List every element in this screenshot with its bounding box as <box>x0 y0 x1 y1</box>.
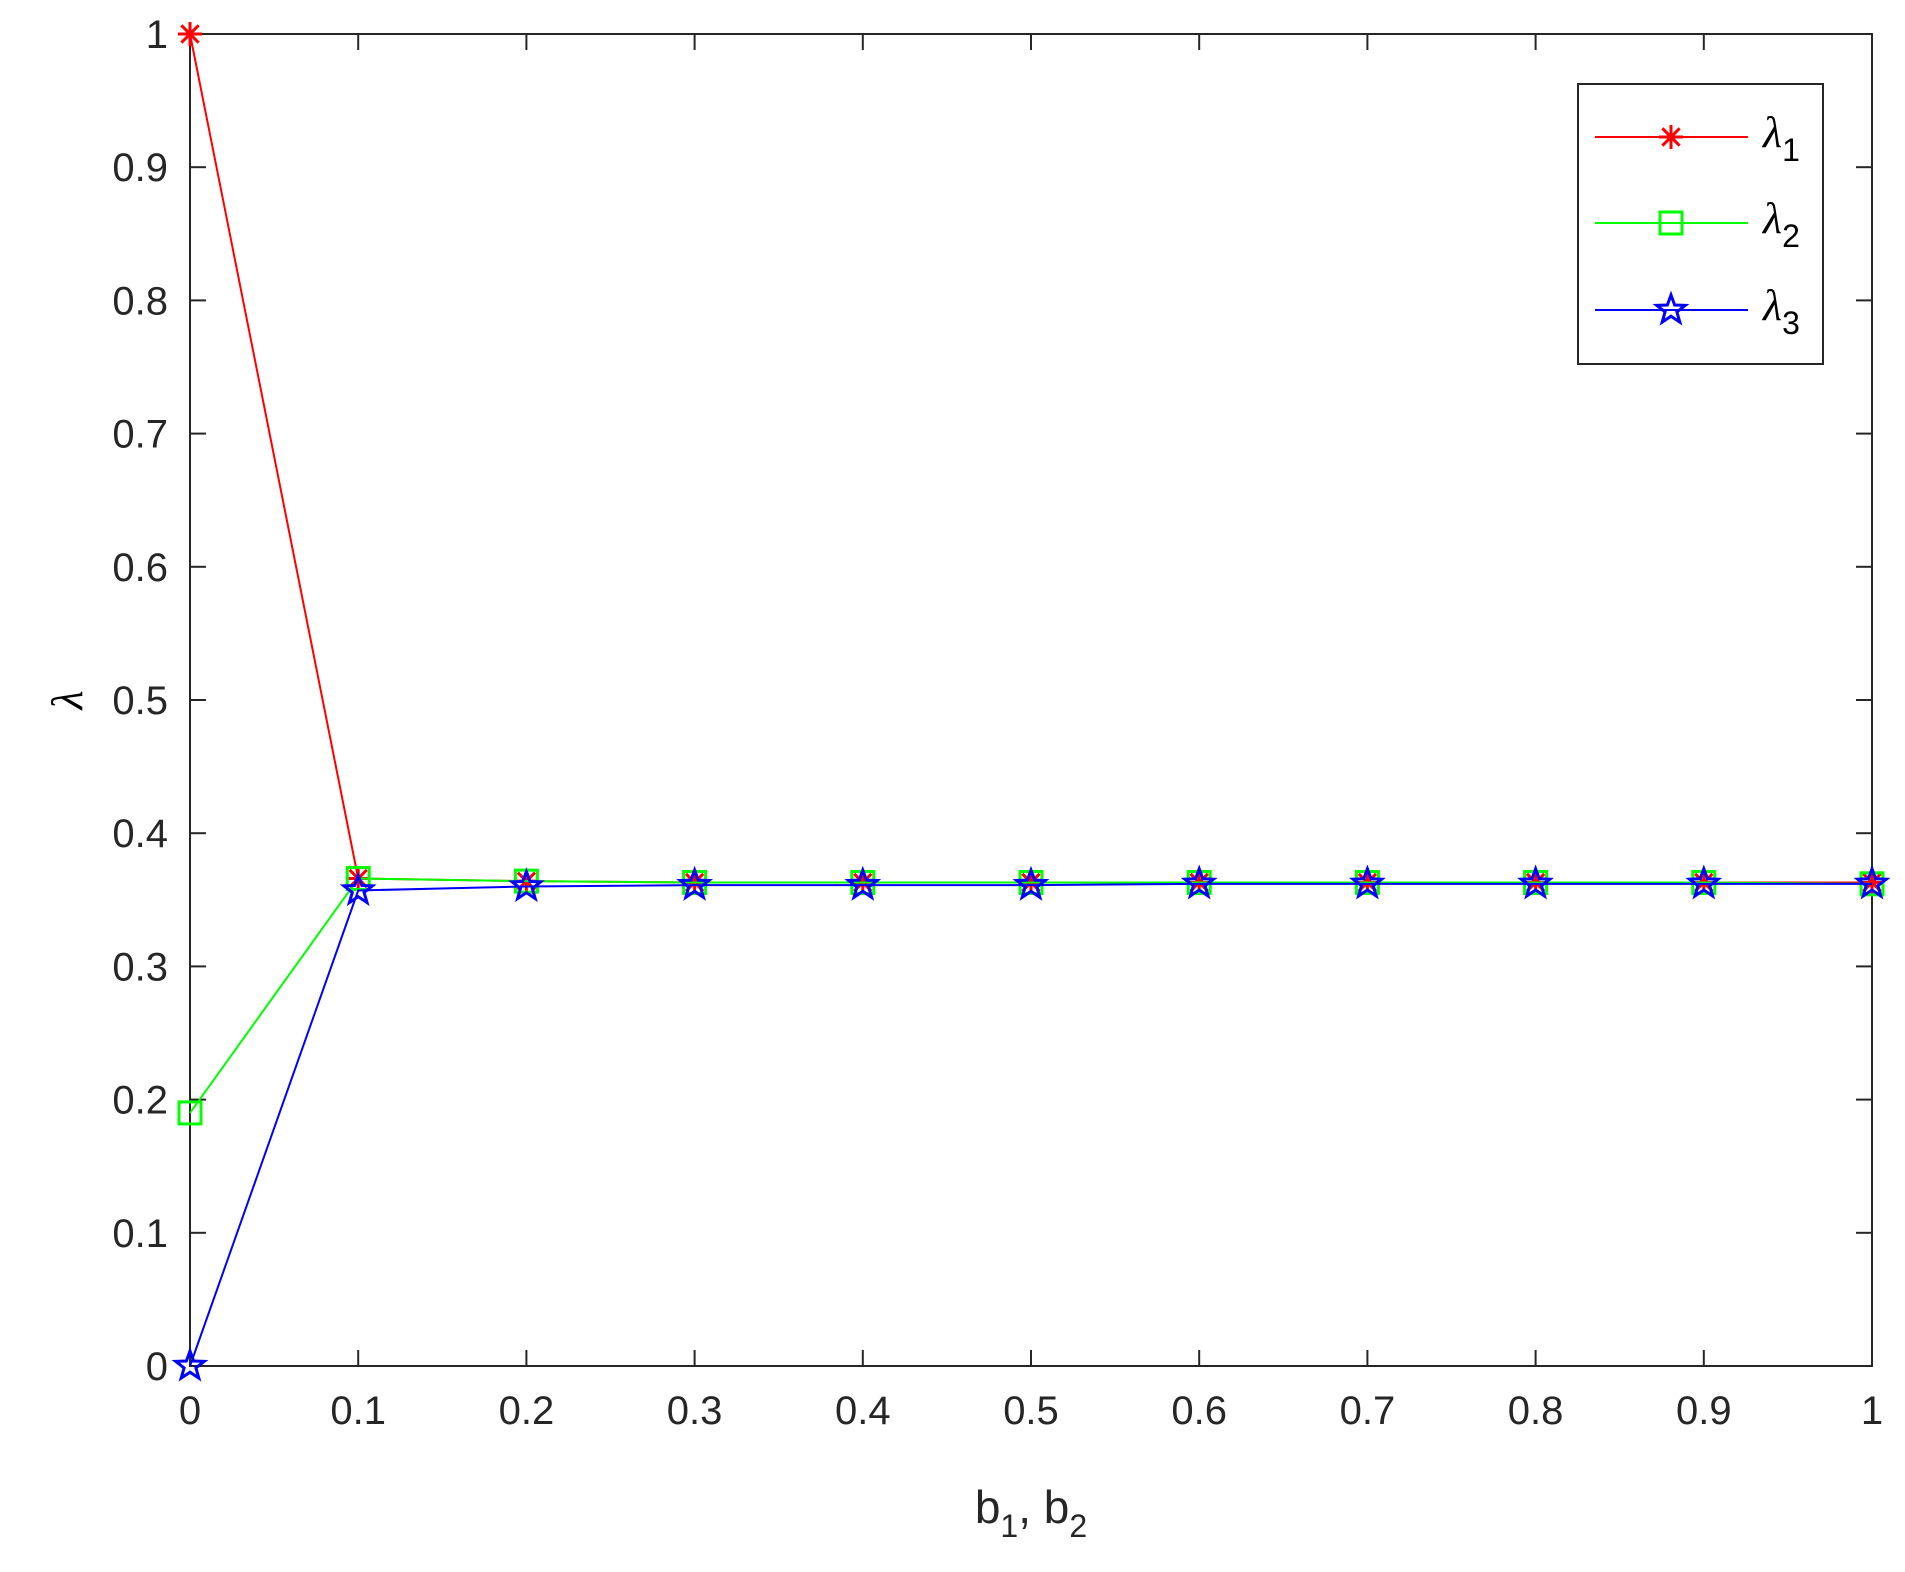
x-tick-label: 1 <box>1861 1389 1883 1433</box>
y-tick-label: 0.7 <box>112 413 168 457</box>
legend-marker-2 <box>1658 210 1684 236</box>
series-3-point <box>676 865 714 901</box>
legend-label-base: λ <box>1761 194 1782 243</box>
legend-label-1: λ1 <box>1761 108 1800 168</box>
legend-marker-1 <box>1659 125 1683 149</box>
series-3-point <box>1012 865 1050 901</box>
series-1-point <box>178 22 202 46</box>
legend-marker-3 <box>1652 290 1690 326</box>
legend-label-sub: 3 <box>1782 305 1800 341</box>
y-tick-label: 0.6 <box>112 546 168 590</box>
series-3-point <box>844 865 882 901</box>
series-line-2 <box>189 877 1873 1114</box>
y-tick-label: 0.8 <box>112 279 168 323</box>
series-3-point <box>1685 864 1723 900</box>
x-tick-label: 0.8 <box>1508 1389 1564 1433</box>
x-axis-label-sub1: 1 <box>1000 1508 1018 1544</box>
x-tick-label: 0 <box>179 1389 201 1433</box>
legend-label-base: λ <box>1761 281 1782 330</box>
x-tick-label: 0.7 <box>1340 1389 1396 1433</box>
series-3-point <box>1517 864 1555 900</box>
y-tick-label: 1 <box>146 13 168 57</box>
y-tick-label: 0.3 <box>112 945 168 989</box>
series-line-3 <box>189 882 1872 1367</box>
series-3-point <box>1853 864 1891 900</box>
x-tick-label: 0.4 <box>835 1389 891 1433</box>
series-group <box>171 22 1891 1382</box>
x-tick-label: 0.6 <box>1171 1389 1227 1433</box>
series-3-point <box>1180 864 1218 900</box>
x-axis-label-base1: b <box>975 1481 1001 1533</box>
x-axis-ticks: 0 0.1 0.2 0.3 0.4 0.5 0.6 0.7 0.8 0.9 1 <box>179 34 1883 1433</box>
x-tick-label: 0.5 <box>1003 1389 1059 1433</box>
y-axis-ticks: 0 0.1 0.2 0.3 0.4 0.5 0.6 0.7 0.8 0.9 1 <box>112 13 1872 1389</box>
series-2-point <box>177 1100 203 1126</box>
x-tick-label: 0.9 <box>1676 1389 1732 1433</box>
x-axis-label: b1, b2 <box>975 1481 1087 1544</box>
x-tick-label: 0.3 <box>667 1389 723 1433</box>
y-tick-label: 0.9 <box>112 146 168 190</box>
legend-label-base: λ <box>1761 108 1782 157</box>
series-3-point <box>507 867 545 903</box>
legend-label-2: λ2 <box>1761 194 1800 254</box>
y-tick-label: 0.5 <box>112 679 168 723</box>
legend-label-sub: 2 <box>1782 218 1800 254</box>
y-tick-label: 0.2 <box>112 1079 168 1123</box>
x-axis-label-sub2: 2 <box>1069 1508 1087 1544</box>
x-tick-label: 0.1 <box>330 1389 386 1433</box>
y-axis-label: λ <box>43 690 92 711</box>
y-tick-label: 0 <box>146 1345 168 1389</box>
x-axis-label-base2: b <box>1044 1481 1070 1533</box>
x-axis-label-sep: , <box>1018 1481 1044 1533</box>
series-3-point <box>339 871 377 907</box>
y-tick-label: 0.4 <box>112 812 168 856</box>
y-tick-label: 0.1 <box>112 1212 168 1256</box>
x-tick-label: 0.2 <box>499 1389 555 1433</box>
series-3-point <box>171 1346 209 1382</box>
legend-label-sub: 1 <box>1782 132 1800 168</box>
series-3-point <box>1348 864 1386 900</box>
legend-label-3: λ3 <box>1761 281 1800 341</box>
